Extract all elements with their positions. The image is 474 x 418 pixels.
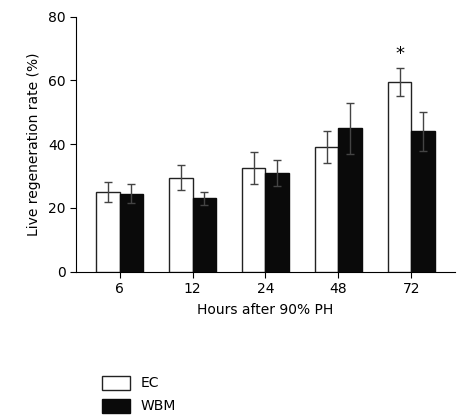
Bar bbox=[388, 82, 411, 272]
Text: *: * bbox=[395, 45, 404, 63]
Legend: EC, WBM: EC, WBM bbox=[102, 375, 176, 413]
Bar bbox=[192, 199, 216, 272]
Bar bbox=[119, 194, 143, 272]
X-axis label: Hours after 90% PH: Hours after 90% PH bbox=[197, 303, 334, 317]
Bar bbox=[242, 168, 265, 272]
Bar bbox=[169, 178, 192, 272]
Bar bbox=[315, 148, 338, 272]
Bar bbox=[338, 128, 362, 272]
Y-axis label: Live regeneration rate (%): Live regeneration rate (%) bbox=[27, 53, 41, 236]
Bar bbox=[411, 131, 435, 272]
Bar bbox=[96, 192, 119, 272]
Bar bbox=[265, 173, 289, 272]
